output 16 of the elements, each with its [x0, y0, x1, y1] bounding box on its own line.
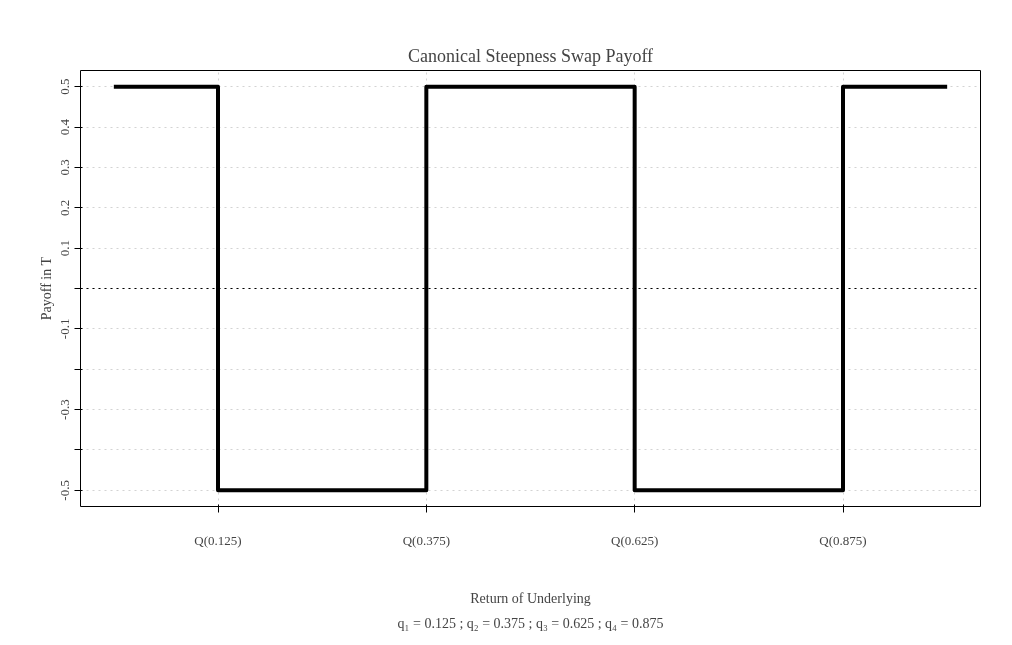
x-tick-label: Q(0.875) [819, 532, 867, 548]
x-tick-label: Q(0.625) [611, 532, 659, 548]
x-tick-label: Q(0.375) [402, 532, 450, 548]
y-axis-title: Payoff in T [38, 256, 54, 321]
y-tick-label: 0.4 [57, 118, 73, 136]
y-tick-label: -0.5 [57, 480, 73, 501]
text: q₁ = 0.125 ; q₂ = 0.375 ; q₃ = 0.625 ; q₄ = 0.875 [397, 615, 664, 631]
x-tick-label: Q(0.125) [194, 532, 242, 548]
y-tick-label: 0.3 [57, 159, 73, 176]
y-tick-label: -0.3 [57, 399, 73, 420]
y-tick-label: 0.5 [57, 78, 73, 95]
chart-title: Canonical Steepness Swap Payoff [407, 45, 654, 66]
x-axis-title: Return of Underlying [470, 590, 591, 606]
y-tick-label: 0.2 [57, 199, 73, 216]
y-tick-label: -0.1 [57, 318, 73, 340]
y-tick-label: 0.1 [57, 240, 73, 257]
